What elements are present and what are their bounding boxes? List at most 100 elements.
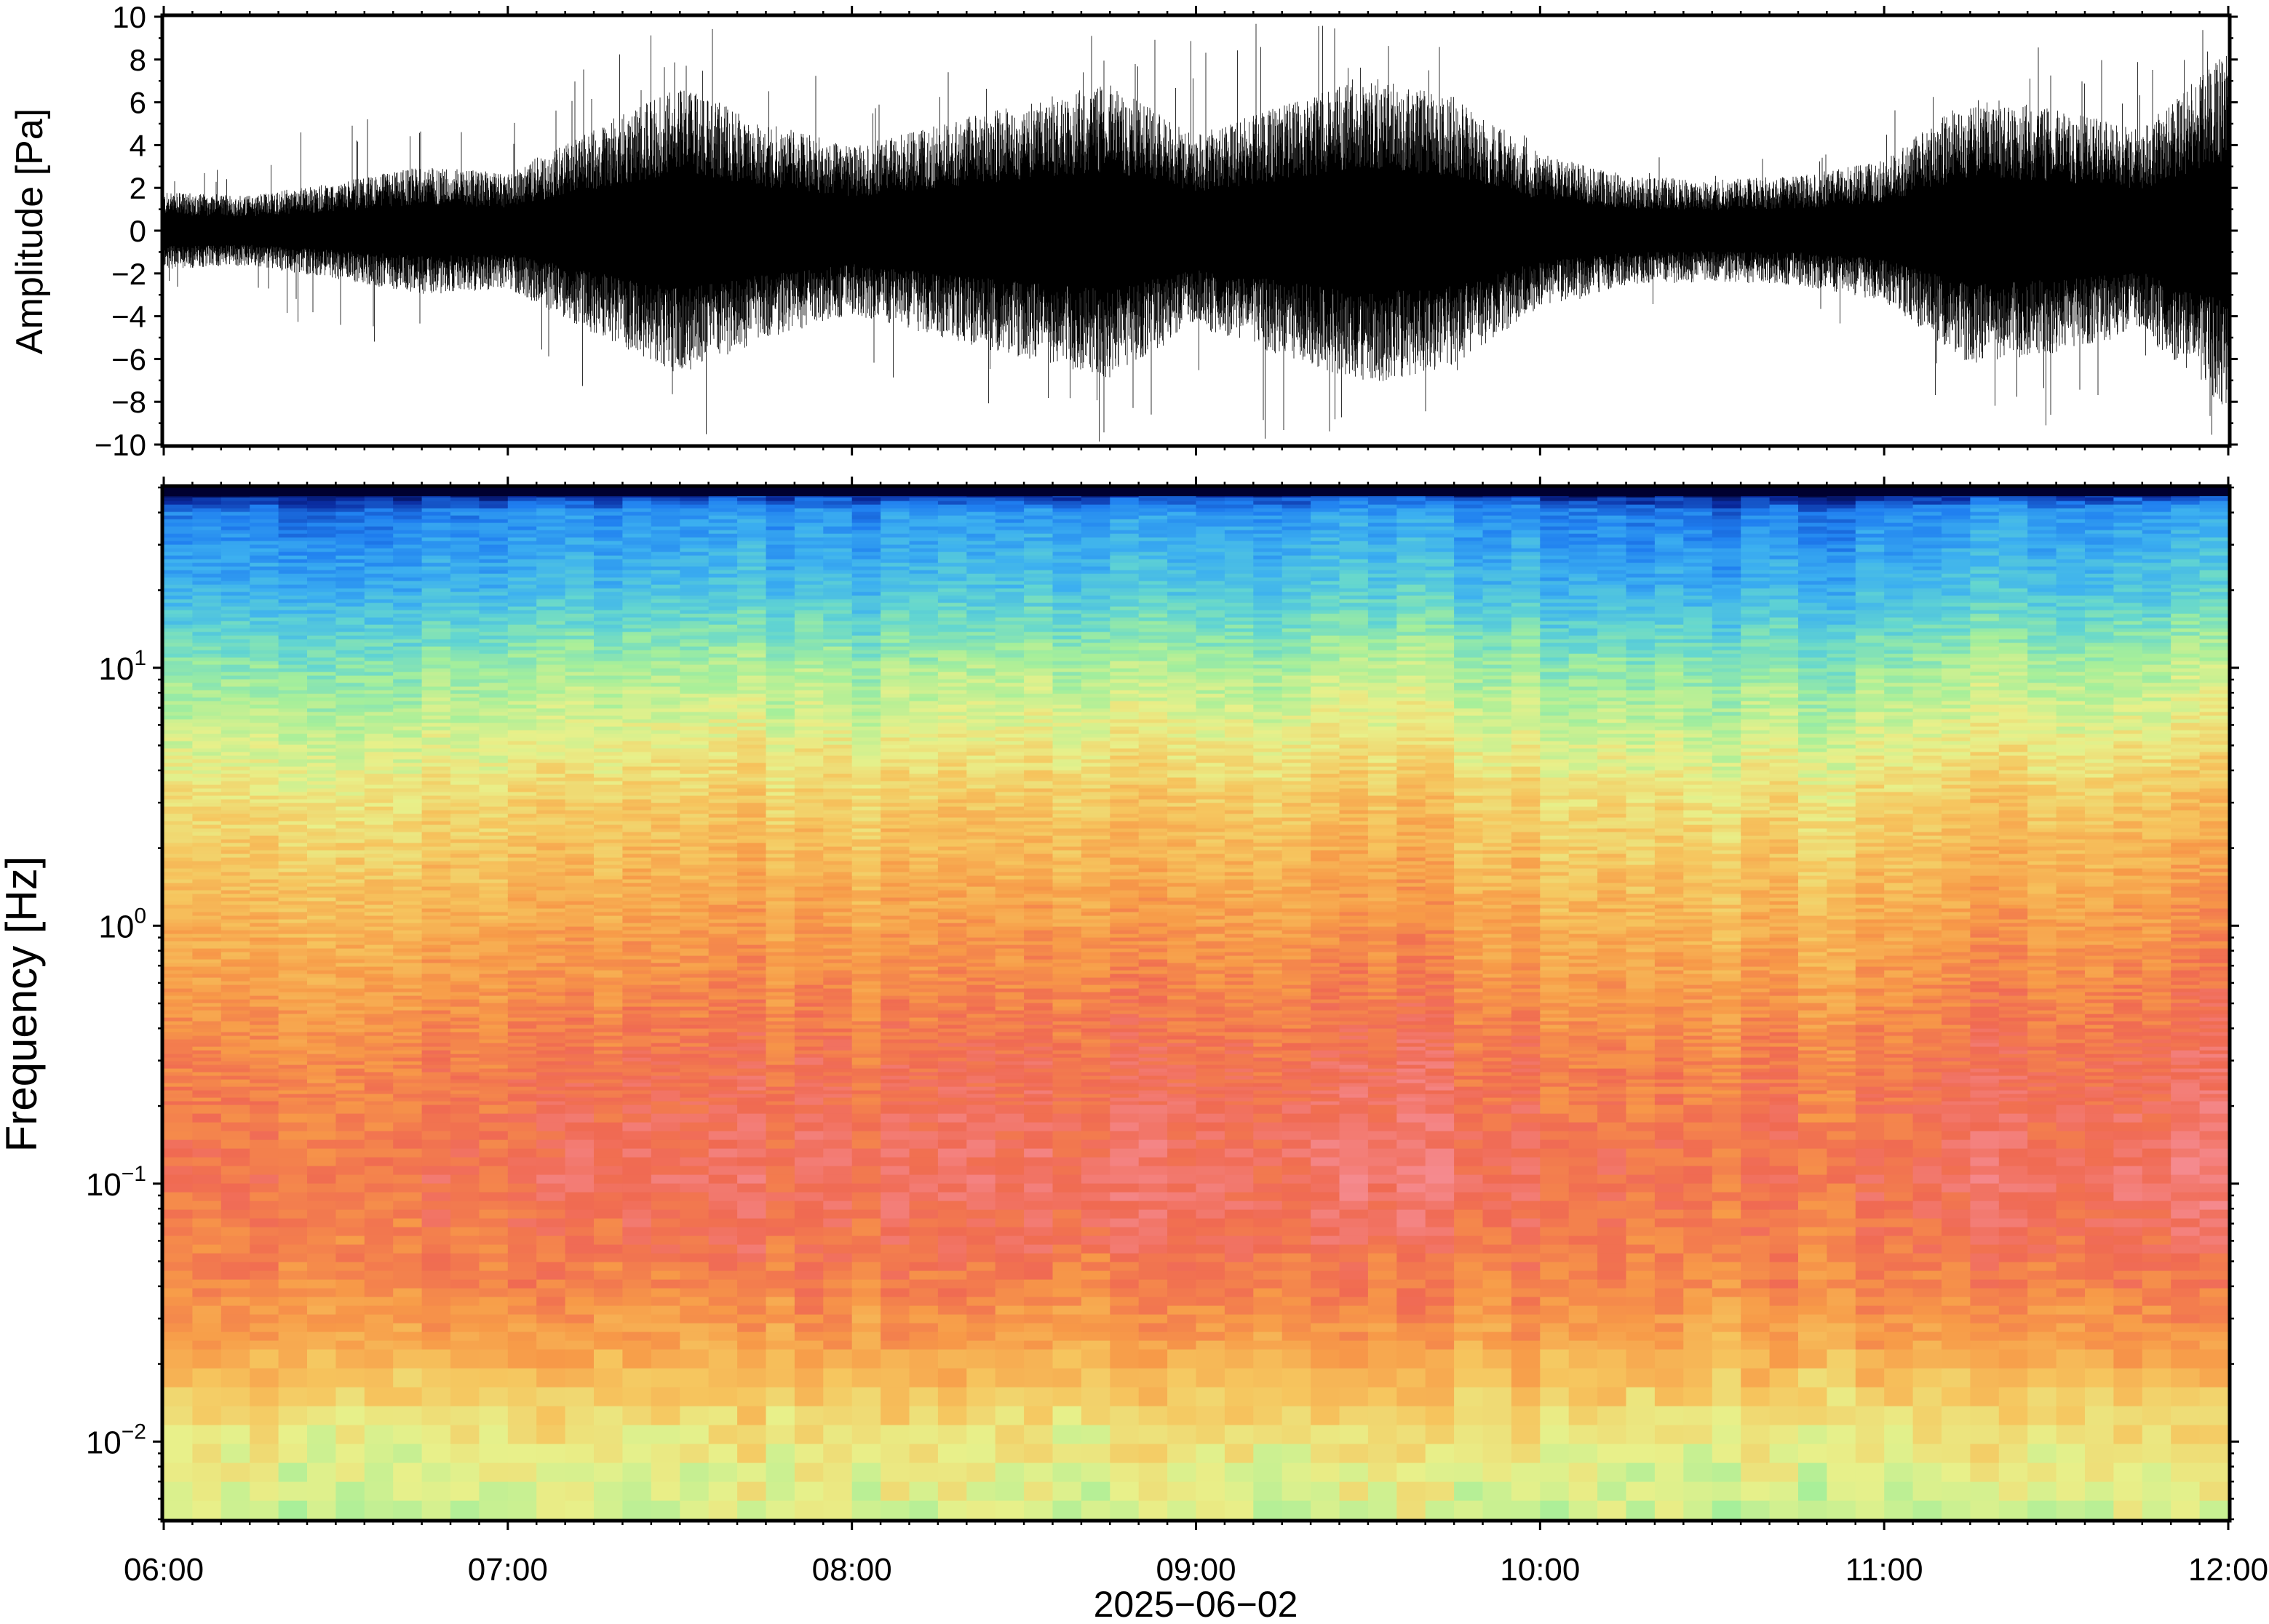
spectrogram-cell xyxy=(766,1097,795,1102)
spectrogram-cell xyxy=(594,1046,624,1051)
spectrogram-cell xyxy=(622,970,652,974)
spectrogram-cell xyxy=(507,886,537,891)
spectrogram-cell xyxy=(766,552,795,556)
spectrogram-cell xyxy=(307,1183,337,1193)
spectrogram-cell xyxy=(594,810,624,814)
spectrogram-cell xyxy=(479,1122,509,1131)
spectrogram-cell xyxy=(450,799,480,803)
spectrogram-cell xyxy=(250,712,279,716)
spectrogram-cell xyxy=(594,1113,624,1123)
spectrogram-cell xyxy=(421,508,451,512)
spectrogram-cell xyxy=(421,595,451,600)
spectrogram-cell xyxy=(594,573,624,578)
spectrogram-cell xyxy=(421,635,451,640)
spectrogram-cell xyxy=(393,1305,423,1315)
spectrogram-cell xyxy=(307,977,337,982)
spectrogram-cell xyxy=(565,803,595,807)
spectrogram-cell xyxy=(307,639,337,643)
spectrogram-cell xyxy=(708,821,738,825)
spectrogram-cell xyxy=(622,1253,652,1262)
spectrogram-cell xyxy=(421,501,451,505)
spectrogram-cell xyxy=(479,813,509,818)
spectrogram-cell xyxy=(192,621,222,625)
spectrogram-cell xyxy=(507,883,537,887)
spectrogram-cell xyxy=(565,1104,595,1114)
spectrogram-cell xyxy=(565,653,595,658)
spectrogram-cell xyxy=(766,730,795,734)
spectrogram-cell xyxy=(766,541,795,545)
spectrogram-cell xyxy=(250,562,279,567)
spectrogram-cell xyxy=(393,504,423,509)
spectrogram-cell xyxy=(335,672,365,676)
spectrogram-cell xyxy=(565,646,595,650)
spectrogram-cell xyxy=(594,759,624,763)
spectrogram-cell xyxy=(680,1086,710,1091)
spectrogram-cell xyxy=(622,617,652,621)
spectrogram-cell xyxy=(164,723,194,727)
spectrogram-cell xyxy=(594,675,624,680)
spectrogram-cell xyxy=(192,748,222,752)
spectrogram-cell xyxy=(192,777,222,781)
spectrogram-cell xyxy=(335,708,365,712)
spectrogram-cell xyxy=(192,897,222,901)
spectrogram-cell xyxy=(794,792,824,796)
spectrogram-cell xyxy=(651,1481,680,1501)
spectrogram-cell xyxy=(536,606,566,610)
spectrogram-cell xyxy=(192,806,222,811)
spectrogram-cell xyxy=(364,624,394,629)
spectrogram-cell xyxy=(307,915,337,920)
spectrogram-cell xyxy=(680,642,710,647)
spectrogram-cell xyxy=(622,541,652,545)
spectrogram-cell xyxy=(565,1314,595,1324)
spectrogram-cell xyxy=(479,657,509,661)
spectrogram-cell xyxy=(450,737,480,741)
spectrogram-cell xyxy=(737,537,767,541)
spectrogram-cell xyxy=(250,682,279,687)
spectrogram-cell xyxy=(220,1349,250,1369)
spectrogram-cell xyxy=(220,1075,250,1080)
spectrogram-cell xyxy=(594,497,624,501)
spectrogram-cell xyxy=(536,777,566,781)
spectrogram-cell xyxy=(594,879,624,883)
spectrogram-cell xyxy=(192,657,222,661)
spectrogram-cell xyxy=(393,970,423,974)
spectrogram-cell xyxy=(594,668,624,672)
spectrogram-cell xyxy=(823,1235,853,1245)
spectrogram-cell xyxy=(164,799,194,803)
spectrogram-cell xyxy=(450,952,480,956)
spectrogram-cell xyxy=(393,1131,423,1140)
spectrogram-cell xyxy=(766,712,795,716)
spectrogram-cell xyxy=(364,1079,394,1083)
spectrogram-cell xyxy=(450,1270,480,1280)
spectrogram-cell xyxy=(680,944,710,949)
spectrogram-cell xyxy=(250,1003,279,1007)
spectrogram-cell xyxy=(594,1050,624,1054)
spectrogram-cell xyxy=(651,926,680,931)
spectrogram-cell xyxy=(823,1113,853,1123)
spectrogram-cell xyxy=(766,530,795,534)
spectrogram-cell xyxy=(594,530,624,534)
spectrogram-cell xyxy=(278,1057,308,1062)
spectrogram-cell xyxy=(507,959,537,963)
spectrogram-cell xyxy=(680,726,710,731)
spectrogram-cell xyxy=(335,1083,365,1087)
spectrogram-cell xyxy=(622,672,652,676)
spectrogram-cell xyxy=(164,1305,194,1315)
spectrogram-cell xyxy=(594,650,624,654)
spectrogram-cell xyxy=(680,595,710,600)
spectrogram-cell xyxy=(278,1094,308,1098)
spectrogram-cell xyxy=(794,661,824,665)
spectrogram-cell xyxy=(335,657,365,661)
spectrogram-cell xyxy=(766,1006,795,1011)
spectrogram-cell xyxy=(680,886,710,891)
spectrogram-cell xyxy=(737,599,767,603)
spectrogram-cell xyxy=(421,1481,451,1501)
spectrogram-cell xyxy=(794,1235,824,1245)
spectrogram-cell xyxy=(450,1097,480,1102)
spectrogram-cell xyxy=(278,872,308,876)
spectrogram-cell xyxy=(651,541,680,545)
spectrogram-cell xyxy=(680,934,710,938)
spectrogram-cell xyxy=(164,712,194,716)
spectrogram-cell xyxy=(507,690,537,694)
spectrogram-cell xyxy=(479,795,509,800)
